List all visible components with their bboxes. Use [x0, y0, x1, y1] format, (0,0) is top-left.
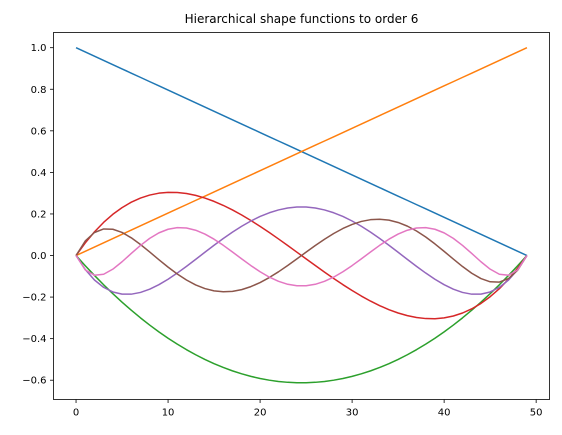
y-tick-label: 0.0 — [31, 251, 47, 262]
y-tick-label: −0.6 — [22, 376, 46, 387]
y-tick-label: 0.4 — [31, 168, 47, 179]
chart-title: Hierarchical shape functions to order 6 — [185, 12, 419, 26]
y-tick-label: 1.0 — [31, 43, 47, 54]
x-tick-label: 30 — [346, 408, 359, 419]
series-line-order-4 — [75, 206, 528, 295]
x-tick-label: 0 — [73, 408, 79, 419]
x-tick-label: 10 — [162, 408, 175, 419]
y-tick-label: 0.8 — [31, 85, 47, 96]
x-tick-label: 40 — [438, 408, 451, 419]
x-tick-label: 50 — [530, 408, 543, 419]
x-axis: 0 10 20 30 40 50 — [73, 399, 543, 419]
plot-lines — [75, 47, 528, 384]
y-axis: −0.6 −0.4 −0.2 0.0 0.2 0.4 0.6 0.8 1.0 — [22, 43, 54, 387]
series-line-order-1 — [75, 47, 528, 257]
y-tick-label: 0.6 — [31, 126, 47, 137]
y-tick-label: 0.2 — [31, 209, 47, 220]
x-tick-label: 20 — [254, 408, 267, 419]
series-line-order-6 — [75, 226, 528, 287]
y-tick-label: −0.4 — [22, 334, 46, 345]
series-line-order-2 — [75, 255, 528, 384]
axes-frame — [53, 32, 550, 400]
y-tick-label: −0.2 — [22, 293, 46, 304]
series-line-order-5 — [75, 218, 528, 293]
